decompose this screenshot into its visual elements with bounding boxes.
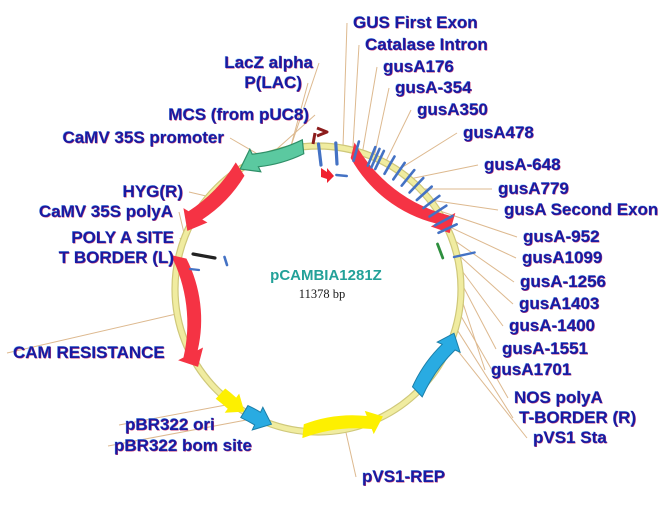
svg-text:11378 bp: 11378 bp [299,287,345,301]
svg-text:pCAMBIA1281Z: pCAMBIA1281Z [270,267,382,284]
